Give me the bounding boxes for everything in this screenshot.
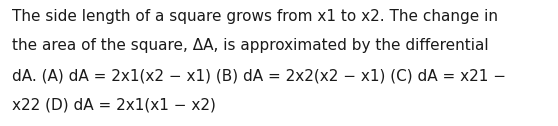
Text: dA. (A) dA = 2x1(x2 − x1) (B) dA = 2x2(x2 − x1) (C) dA = x21 −: dA. (A) dA = 2x1(x2 − x1) (B) dA = 2x2(x… (12, 68, 506, 83)
Text: the area of the square, ΔA, is approximated by the differential: the area of the square, ΔA, is approxima… (12, 38, 489, 53)
Text: The side length of a square grows from x1 to x2. The change in: The side length of a square grows from x… (12, 9, 498, 24)
Text: x22 (D) dA = 2x1(x1 − x2): x22 (D) dA = 2x1(x1 − x2) (12, 98, 216, 113)
